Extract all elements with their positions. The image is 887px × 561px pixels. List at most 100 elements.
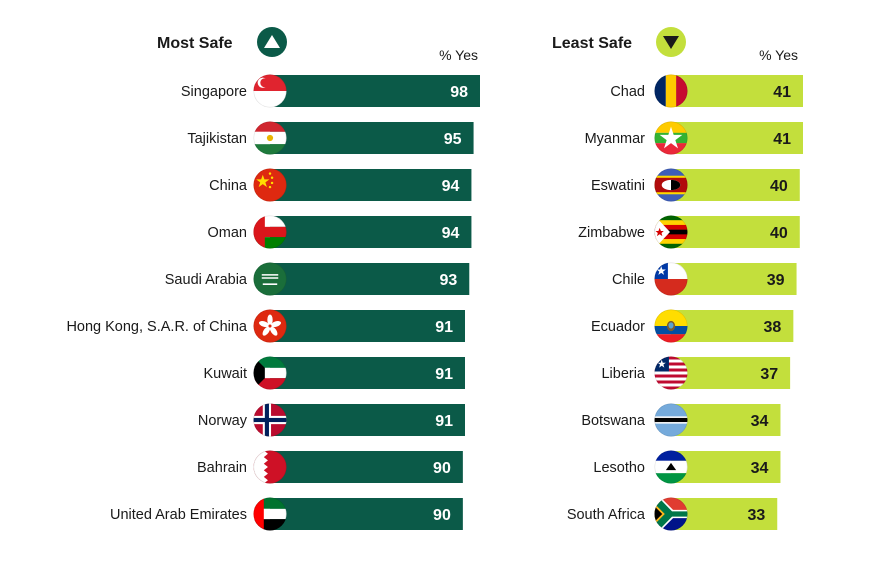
least-safe-ylabel: % Yes (759, 47, 798, 63)
singapore-flag-icon (253, 74, 287, 108)
category-label: Zimbabwe (578, 225, 645, 241)
lesotho-flag-icon (654, 450, 688, 484)
category-label: Oman (208, 225, 248, 241)
bar-row: China 94 (209, 168, 472, 202)
category-label: Botswana (581, 413, 646, 429)
bar (671, 498, 778, 530)
bar (270, 357, 465, 389)
bar (270, 122, 474, 154)
kuwait-flag-icon (253, 356, 287, 390)
category-label: Bahrain (197, 460, 247, 476)
value-label: 93 (439, 272, 457, 289)
bar-row: Lesotho 34 (593, 450, 781, 484)
bar-row: Norway 91 (198, 403, 465, 437)
eswatini-flag-icon (654, 168, 688, 202)
category-label: Hong Kong, S.A.R. of China (66, 319, 247, 335)
value-label: 40 (770, 225, 788, 242)
bar (270, 310, 465, 342)
category-label: Lesotho (593, 460, 645, 476)
bar-row: Kuwait 91 (203, 356, 465, 390)
bar-row: Oman 94 (208, 215, 472, 249)
category-label: United Arab Emirates (110, 507, 247, 523)
zimbabwe-flag-icon (654, 215, 688, 249)
value-label: 34 (751, 413, 769, 430)
saudi-arabia-flag-icon (253, 262, 287, 296)
ecuador-flag-icon (654, 309, 688, 343)
oman-flag-icon (253, 215, 287, 249)
value-label: 37 (760, 366, 778, 383)
bar (671, 310, 794, 342)
south-africa-flag-icon (654, 497, 688, 531)
bar (270, 216, 472, 248)
bar (270, 404, 465, 436)
least-safe-title: Least Safe (552, 35, 632, 52)
bar (671, 122, 803, 154)
value-label: 38 (764, 319, 782, 336)
bar-row: Tajikistan 95 (187, 121, 474, 155)
most-safe-ylabel: % Yes (439, 47, 478, 63)
bar (671, 451, 781, 483)
value-label: 41 (773, 84, 791, 101)
category-label: Eswatini (591, 178, 645, 194)
value-label: 90 (433, 460, 451, 477)
bar-row: Botswana 34 (581, 403, 781, 437)
value-label: 40 (770, 178, 788, 195)
triangle-up-icon (257, 27, 287, 57)
value-label: 91 (435, 366, 453, 383)
most-safe-title: Most Safe (157, 35, 233, 52)
bar (671, 75, 803, 107)
value-label: 39 (767, 272, 785, 289)
bar (671, 263, 797, 295)
category-label: Norway (198, 413, 248, 429)
value-label: 94 (442, 225, 460, 242)
bar (270, 169, 472, 201)
value-label: 41 (773, 131, 791, 148)
bar (270, 498, 463, 530)
chad-flag-icon (654, 74, 688, 108)
bar-row: Hong Kong, S.A.R. of China 91 (66, 309, 465, 343)
category-label: Ecuador (591, 319, 645, 335)
bar (270, 451, 463, 483)
category-label: Chad (610, 84, 645, 100)
bar-row: South Africa 33 (567, 497, 778, 531)
value-label: 91 (435, 319, 453, 336)
category-label: Liberia (601, 366, 645, 382)
hong-kong-flag-icon (253, 309, 287, 343)
bar-row: Chad 41 (610, 74, 803, 108)
botswana-flag-icon (654, 403, 688, 437)
value-label: 95 (444, 131, 462, 148)
value-label: 91 (435, 413, 453, 430)
bar-row: Eswatini 40 (591, 168, 800, 202)
value-label: 34 (751, 460, 769, 477)
category-label: Singapore (181, 84, 247, 100)
value-label: 90 (433, 507, 451, 524)
category-label: Myanmar (585, 131, 646, 147)
tajikistan-flag-icon (253, 121, 287, 155)
category-label: Chile (612, 272, 645, 288)
bar (671, 357, 791, 389)
chile-flag-icon (654, 262, 688, 296)
value-label: 33 (747, 507, 765, 524)
category-label: Saudi Arabia (165, 272, 248, 288)
value-label: 94 (442, 178, 460, 195)
bar-row: Ecuador 38 (591, 309, 794, 343)
myanmar-flag-icon (654, 121, 688, 155)
bar (270, 263, 470, 295)
bar-row: Zimbabwe 40 (578, 215, 800, 249)
norway-flag-icon (253, 403, 287, 437)
bar (671, 216, 800, 248)
bar (270, 75, 480, 107)
bar-row: Chile 39 (612, 262, 797, 296)
bar (671, 169, 800, 201)
bar-row: Myanmar 41 (585, 121, 803, 155)
category-label: Kuwait (203, 366, 247, 382)
least-safe-bars: Chad 41 Myanmar 41 Eswatini 40 Zimbabwe 40 Chile… (567, 74, 803, 531)
bar-row: Liberia 37 (601, 356, 791, 390)
category-label: Tajikistan (187, 131, 247, 147)
most-safe-bars: Singapore 98 Tajikistan 95 China 94 Oman 94 Saud… (66, 74, 480, 531)
value-label: 98 (450, 84, 468, 101)
bar-row: United Arab Emirates 90 (110, 497, 463, 531)
bar-row: Singapore 98 (181, 74, 480, 108)
category-label: China (209, 178, 248, 194)
